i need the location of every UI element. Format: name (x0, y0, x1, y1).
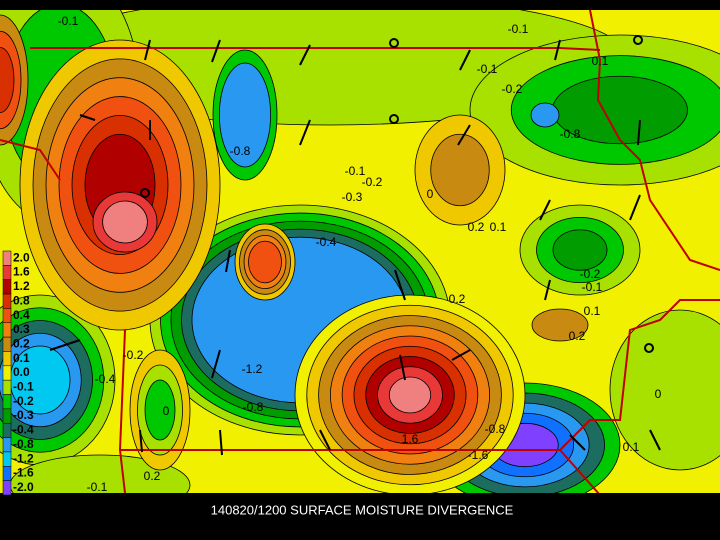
contour-label: -0.1 (58, 14, 79, 28)
legend-swatch (2, 322, 12, 338)
contour-label: -0.2 (123, 348, 144, 362)
contour-label: -0.2 (580, 267, 601, 281)
contour-fill (552, 229, 608, 271)
contour-label: -0.8 (560, 127, 581, 141)
legend-swatch (2, 437, 12, 453)
contour-label: -0.1 (582, 280, 603, 294)
legend-swatch (2, 265, 12, 280)
contour-label: 0.2 (569, 329, 586, 343)
contour-fill (388, 376, 432, 414)
legend-swatch (2, 351, 12, 367)
contour-fill (144, 379, 176, 441)
contour-label: -0.1 (477, 62, 498, 76)
contour-label: -1.2 (242, 362, 263, 376)
legend-swatch (2, 293, 12, 309)
legend-label: -2.0 (13, 480, 34, 494)
contour-fill (102, 200, 148, 244)
contour-label: 0.2 (449, 292, 466, 306)
contour-label: -0.8 (230, 144, 251, 158)
legend-label: -0.1 (13, 380, 34, 394)
legend-label: 0.0 (13, 365, 30, 379)
contour-label: 0.2 (144, 469, 161, 483)
legend-label: -0.8 (13, 437, 34, 451)
legend-label: -0.3 (13, 408, 34, 422)
legend-label: -0.4 (13, 423, 34, 437)
legend-label: 0.3 (13, 322, 30, 336)
contour-label: -0.8 (485, 422, 506, 436)
legend-swatch (2, 308, 12, 324)
contour-label: -0.4 (95, 372, 116, 386)
contour-label: 0.1 (623, 440, 640, 454)
legend-label: -0.2 (13, 394, 34, 408)
legend-label: 2.0 (13, 250, 30, 264)
legend-label: -1.6 (13, 466, 34, 480)
contour-label: -0.2 (362, 175, 383, 189)
legend: 2.01.61.20.80.40.30.20.10.0-0.1-0.2-0.3-… (2, 250, 34, 496)
legend-label: 1.6 (13, 265, 30, 279)
legend-label: 1.2 (13, 279, 30, 293)
contour-label: 0.1 (490, 220, 507, 234)
contour-label: 0 (655, 387, 662, 401)
contour-label: -1.6 (468, 448, 489, 462)
contour-fill (218, 62, 271, 168)
state-borders (0, 10, 720, 493)
contour-label: 1.6 (402, 432, 419, 446)
map-title: 140820/1200 SURFACE MOISTURE DIVERGENCE (211, 502, 514, 517)
legend-label: 0.1 (13, 351, 30, 365)
contour-label: 0.1 (592, 54, 609, 68)
legend-swatch (2, 365, 12, 381)
contour-label: -0.2 (502, 82, 523, 96)
contour-label: -0.1 (87, 480, 108, 494)
legend-swatch (2, 422, 12, 438)
contour-label: 0 (163, 404, 170, 418)
legend-label: -1.2 (13, 451, 34, 465)
contour-fill (0, 47, 15, 113)
contour-label: -0.8 (243, 400, 264, 414)
contour-label: 0.2 (468, 220, 485, 234)
legend-swatch (2, 451, 12, 467)
contour-fill (430, 133, 490, 207)
legend-swatch (2, 336, 12, 352)
legend-label: 0.4 (13, 308, 30, 322)
contour-fill (248, 240, 282, 284)
contour-label: -0.3 (342, 190, 363, 204)
contour-label: -0.1 (345, 164, 366, 178)
legend-label: 0.8 (13, 293, 30, 307)
legend-swatch (2, 250, 12, 266)
contour-label: -0.1 (508, 22, 529, 36)
legend-swatch (2, 379, 12, 395)
legend-label: 0.2 (13, 336, 30, 350)
legend-swatch (2, 408, 12, 424)
legend-swatch (2, 480, 12, 496)
legend-swatch (2, 394, 12, 410)
legend-swatch (2, 466, 12, 481)
contour-fill (530, 102, 560, 128)
contour-fields (0, 10, 720, 493)
contour-label: -0.4 (316, 235, 337, 249)
contour-fill (531, 308, 589, 342)
contour-label: 0.1 (584, 304, 601, 318)
contour-label: 0 (427, 187, 434, 201)
contour-labels: -0.1-0.1-0.1-0.2-0.8-0.8-0.1-0.2-0.3 00.2… (58, 14, 662, 494)
wind-barbs (49, 35, 661, 456)
legend-swatch (2, 279, 12, 295)
contour-fill (609, 309, 720, 471)
